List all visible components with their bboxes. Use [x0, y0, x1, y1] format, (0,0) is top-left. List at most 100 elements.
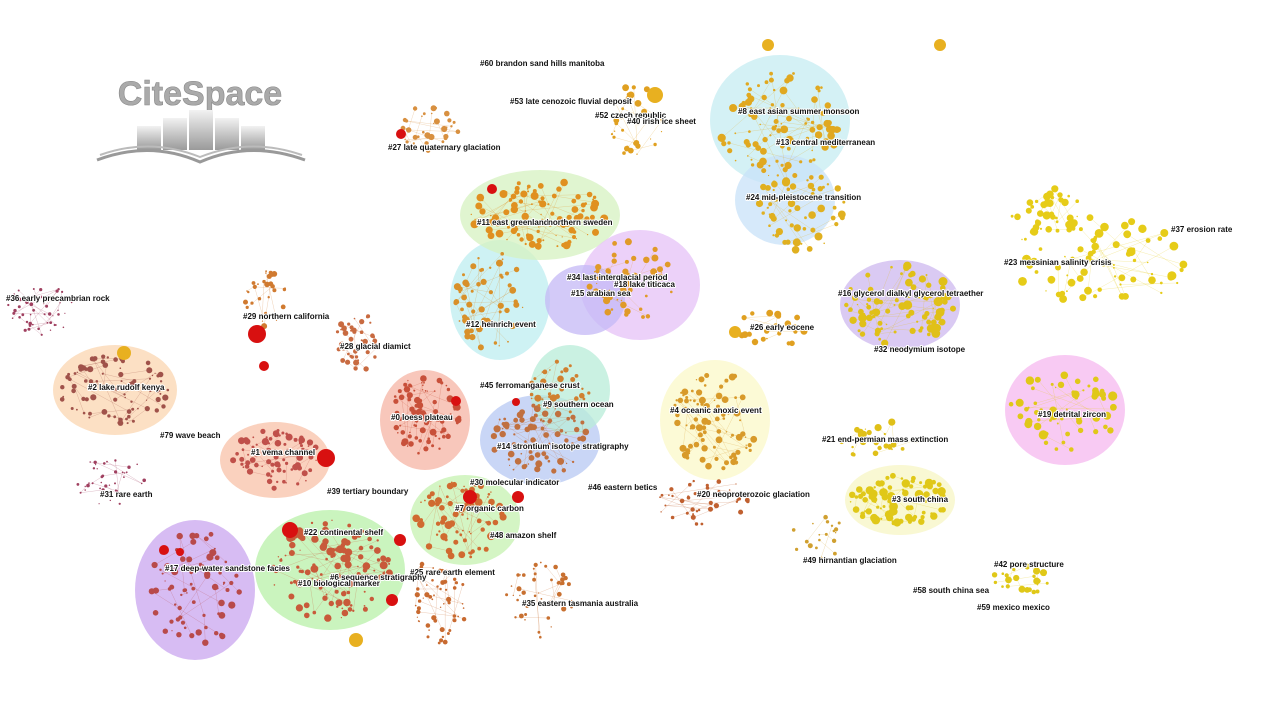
node — [204, 625, 208, 630]
link — [852, 494, 890, 514]
link — [621, 258, 634, 301]
node — [572, 235, 576, 239]
node — [322, 521, 328, 527]
node — [651, 254, 659, 262]
node — [818, 538, 821, 542]
node — [910, 284, 917, 291]
node — [189, 633, 195, 639]
node — [1025, 376, 1035, 385]
node — [441, 125, 448, 133]
node — [264, 311, 268, 315]
node — [217, 612, 221, 616]
link — [614, 100, 636, 144]
node — [747, 95, 755, 103]
node — [690, 507, 695, 512]
node — [307, 445, 310, 447]
node — [894, 298, 899, 303]
node — [537, 630, 541, 634]
link — [819, 539, 836, 554]
node — [62, 395, 65, 398]
link — [792, 186, 813, 195]
node — [286, 448, 289, 451]
node — [1053, 187, 1058, 192]
node — [1113, 267, 1115, 269]
node — [330, 552, 336, 558]
node — [242, 466, 245, 469]
node — [818, 174, 824, 180]
node — [657, 266, 663, 273]
node — [907, 519, 913, 524]
link — [242, 449, 300, 458]
cluster-label: #40 irish ice sheet — [627, 117, 696, 126]
node — [276, 480, 279, 484]
node — [316, 578, 322, 585]
node — [539, 200, 547, 208]
node — [1059, 295, 1067, 303]
node — [25, 320, 29, 324]
node — [890, 472, 896, 479]
node — [859, 320, 867, 328]
link — [417, 136, 429, 151]
node — [777, 331, 782, 336]
node — [563, 367, 569, 373]
node — [1012, 564, 1015, 567]
node — [882, 505, 886, 508]
logo-bar — [215, 118, 239, 150]
node — [528, 450, 533, 454]
node — [351, 327, 357, 333]
node — [455, 530, 459, 534]
link — [265, 272, 277, 321]
node — [934, 39, 946, 51]
link — [750, 80, 772, 116]
cluster-label: #24 mid-pleistocene transition — [746, 193, 861, 202]
node — [298, 441, 303, 445]
node — [524, 619, 526, 621]
node — [581, 387, 584, 390]
node — [1060, 371, 1069, 380]
node — [7, 303, 10, 307]
node — [626, 145, 629, 148]
node — [551, 193, 557, 199]
link — [336, 550, 377, 593]
node — [534, 466, 541, 473]
node — [624, 272, 631, 278]
node — [349, 633, 363, 647]
node — [280, 304, 286, 310]
node — [416, 568, 421, 573]
node — [64, 298, 67, 302]
node — [870, 513, 879, 522]
node — [235, 452, 239, 456]
node — [833, 126, 841, 133]
node — [352, 609, 355, 612]
node — [458, 551, 466, 559]
node — [1054, 447, 1059, 451]
node — [818, 533, 821, 536]
node — [821, 143, 829, 151]
node — [555, 394, 560, 399]
node — [809, 126, 816, 133]
node — [403, 386, 411, 393]
node — [793, 329, 798, 334]
node — [293, 579, 297, 584]
node — [155, 386, 162, 392]
node — [1119, 283, 1122, 286]
node — [462, 529, 464, 532]
link — [179, 536, 185, 591]
node — [769, 107, 772, 109]
node — [1089, 258, 1095, 264]
node — [859, 331, 866, 337]
node — [811, 96, 818, 103]
node — [142, 478, 146, 483]
node — [362, 562, 371, 570]
node — [872, 450, 879, 457]
node — [349, 354, 353, 358]
node — [690, 514, 696, 520]
node — [426, 635, 430, 639]
node — [620, 299, 623, 302]
node — [127, 495, 131, 498]
node — [541, 444, 547, 449]
node — [397, 432, 399, 434]
cluster-label: #7 organic carbon — [455, 504, 524, 513]
node — [1021, 238, 1023, 241]
node — [735, 500, 739, 503]
